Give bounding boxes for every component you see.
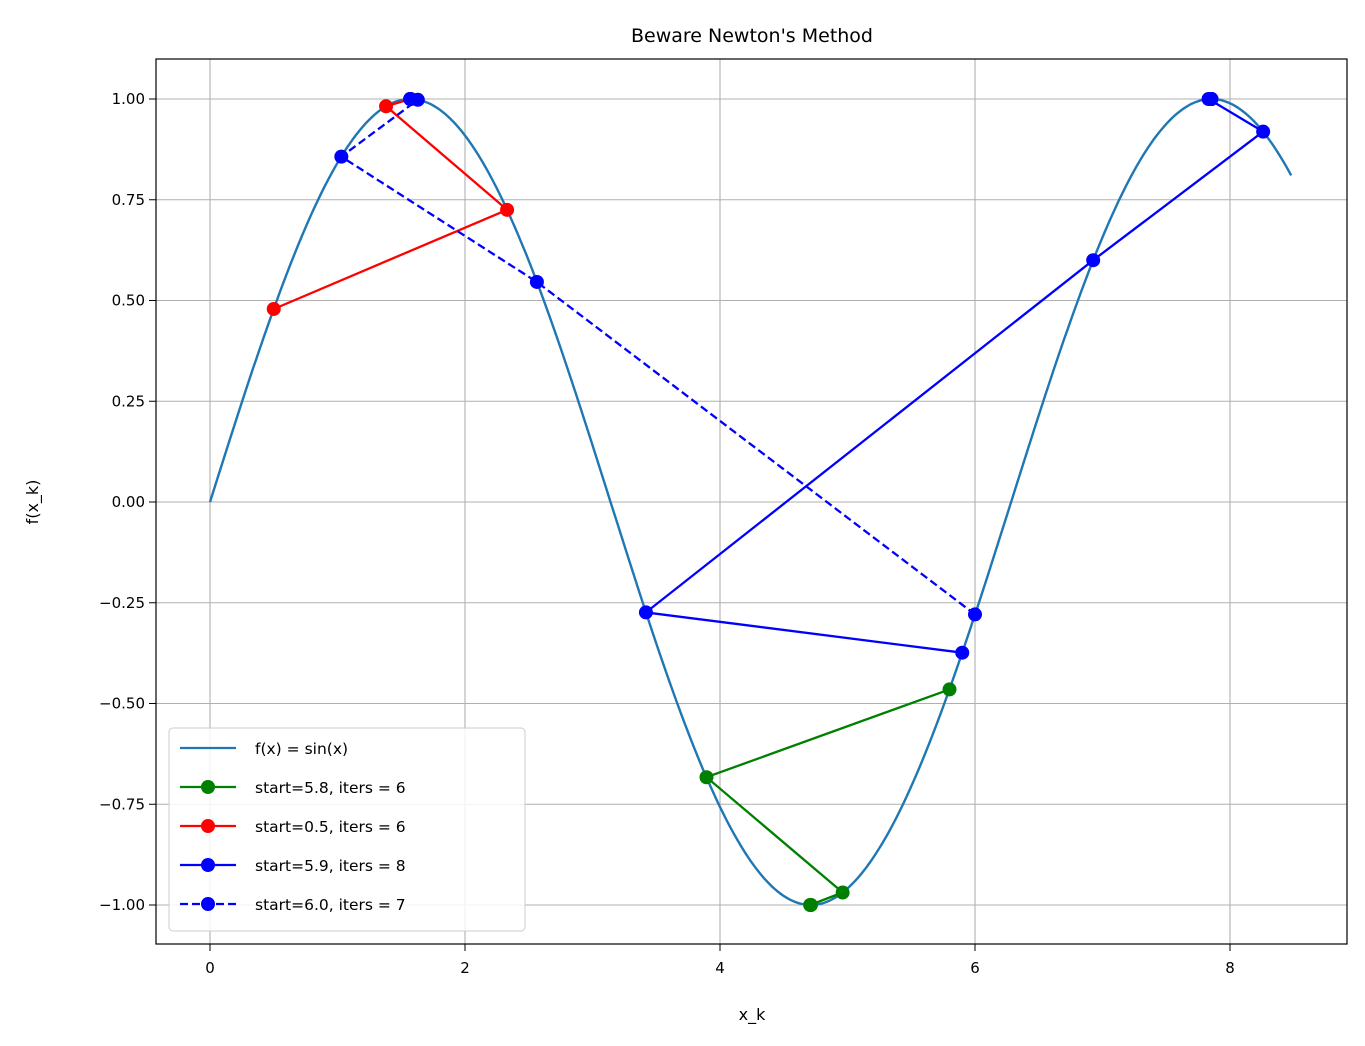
y-tick-label: −1.00 [99,896,145,914]
series-line [704,688,950,907]
legend-marker [201,819,215,833]
legend-label: start=5.9, iters = 8 [255,857,406,875]
series-marker [1086,253,1101,268]
series-marker [955,645,970,660]
legend-label: start=6.0, iters = 7 [255,896,406,914]
series-marker [500,202,515,217]
x-tick-label: 6 [970,959,980,977]
series-marker [403,92,418,106]
grid [156,59,1347,944]
x-axis-label: x_k [739,1005,766,1025]
series-marker [1256,124,1271,139]
series-marker [699,770,714,785]
x-tick-label: 2 [460,959,470,977]
ticks: 0 2 4 6 8 1.00 0.75 0.50 0.25 0.00 −0.25 −0.50 −0.75… [99,90,1235,977]
legend: f(x) = sin(x) start=5.8, iters = 6 start=0… [168,727,526,932]
series-line [643,97,1266,654]
series-marker [803,898,818,912]
series-marker [968,607,982,622]
chart-title: Beware Newton's Method [631,25,873,47]
y-tick-label: 0.75 [112,191,145,209]
legend-label: start=0.5, iters = 6 [255,818,406,836]
series-marker [1204,92,1219,106]
series-group [266,92,1271,912]
series-marker [529,274,544,289]
series-marker [835,885,850,900]
legend-label: start=5.8, iters = 6 [255,779,406,797]
y-tick-label: 0.25 [112,392,145,410]
series-marker [942,682,957,697]
legend-marker [201,858,215,872]
series-marker [379,99,394,114]
x-tick-label: 4 [715,959,725,977]
y-tick-label: −0.75 [99,795,145,813]
x-tick-label: 0 [205,959,215,977]
x-tick-label: 8 [1225,959,1235,977]
y-tick-label: 0.50 [112,292,145,310]
series-marker [334,149,349,164]
legend-marker [201,897,215,911]
y-tick-label: 1.00 [112,90,145,108]
series-marker [266,301,281,316]
y-axis-label: f(x_k) [23,480,43,525]
legend-marker [201,780,215,794]
y-tick-label: 0.00 [112,493,145,511]
series-line [273,97,510,311]
legend-frame [168,727,526,932]
y-tick-label: −0.25 [99,594,145,612]
series-line [339,97,976,616]
series-marker [638,605,653,620]
legend-label: f(x) = sin(x) [255,740,348,758]
y-tick-label: −0.50 [99,695,145,713]
